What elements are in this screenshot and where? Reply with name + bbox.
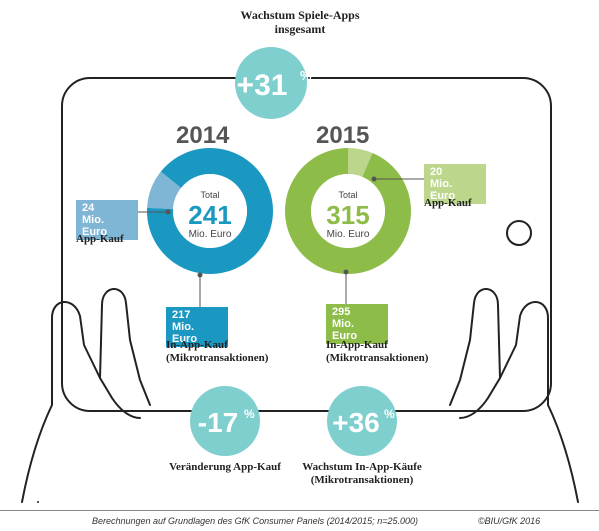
change-unit-inapp: % — [384, 407, 395, 421]
slice-app-kauf-2014 — [147, 171, 182, 210]
change-unit-app: % — [244, 407, 255, 421]
category-2014-inapp-line2: (Mikrotransaktionen) — [166, 352, 269, 364]
headline-unit: % — [300, 68, 312, 83]
center-label-2015: Total — [338, 190, 358, 200]
footer-copyright: ©BIU/GfK 2016 — [478, 516, 541, 526]
home-button-icon — [506, 220, 532, 246]
unit-2015-app: Mio. Euro — [430, 178, 456, 202]
left-hand-icon — [21, 301, 113, 503]
unit-2015-inapp: Mio. Euro — [332, 318, 358, 342]
category-2014-inapp-line1: In-App-Kauf — [166, 339, 228, 351]
unit-2014-inapp: Mio. Euro — [172, 321, 198, 345]
donut-hole-2015 — [311, 174, 385, 248]
category-2014-app: App-Kauf — [76, 233, 124, 245]
slice-app-kauf-2015 — [348, 148, 373, 177]
change-value-app: -17 — [198, 407, 238, 438]
leader-dot-2015-app — [371, 176, 377, 182]
value-box-2015-inapp: 295 Mio. Euro — [326, 304, 388, 344]
change-value-inapp: +36 — [332, 407, 380, 438]
footer-source: Berechnungen auf Grundlagen des GfK Cons… — [92, 516, 418, 526]
category-2015-inapp: In-App-Kauf (Mikrotransaktionen) — [326, 339, 428, 365]
category-2014-inapp: In-App-Kauf (Mikrotransaktionen) — [166, 339, 268, 365]
change-bubble-app — [190, 386, 260, 456]
value-box-2014-inapp: 217 Mio. Euro — [166, 307, 228, 347]
change-label-app: Veränderung App-Kauf — [169, 461, 281, 473]
year-2015: 2015 — [316, 122, 370, 149]
year-2014: 2014 — [176, 122, 230, 149]
footer-divider — [0, 510, 599, 511]
center-label-2014: Total — [200, 190, 220, 200]
value-box-2014-app: 24 Mio. Euro — [76, 200, 138, 240]
category-2015-app: App-Kauf — [424, 197, 472, 209]
change-bubble-inapp — [327, 386, 397, 456]
change-label-inapp-line2: (Mikrotransaktionen) — [310, 474, 414, 486]
category-2015-inapp-line1: In-App-Kauf — [326, 339, 388, 351]
headline-line2: insgesamt — [274, 22, 326, 36]
center-total-2014: 241 — [188, 200, 232, 230]
headline-bubble — [235, 47, 307, 119]
unit-2014-app: Mio. Euro — [82, 214, 108, 238]
center-unit-2014: Mio. Euro — [188, 229, 232, 240]
leader-dot-2014-inapp — [197, 272, 203, 278]
value-2015-inapp: 295 — [332, 306, 351, 318]
value-2014-inapp: 217 — [172, 309, 191, 321]
headline-value: +31 — [237, 69, 288, 102]
value-box-2015-app: 20 Mio. Euro — [424, 164, 486, 204]
donut-chart-2014 — [147, 148, 273, 275]
headline-line1: Wachstum Spiele-Apps — [240, 8, 360, 22]
leader-dot-2014-app — [165, 209, 171, 215]
center-total-2015: 315 — [326, 200, 370, 230]
headline-title: Wachstum Spiele-Apps insgesamt — [200, 8, 400, 36]
right-hand-icon — [487, 301, 579, 503]
value-2015-app: 20 — [430, 166, 443, 178]
slice-in-app-kauf-2014 — [147, 148, 273, 275]
donut-hole-2014 — [173, 174, 247, 248]
leader-dot-2015-inapp — [343, 269, 349, 275]
change-label-inapp: Wachstum In-App-Käufe (Mikrotransaktione… — [292, 461, 432, 487]
value-2014-app: 24 — [82, 202, 95, 214]
change-label-inapp-line1: Wachstum In-App-Käufe — [302, 461, 422, 473]
category-2015-inapp-line2: (Mikrotransaktionen) — [326, 352, 429, 364]
center-unit-2015: Mio. Euro — [326, 229, 370, 240]
